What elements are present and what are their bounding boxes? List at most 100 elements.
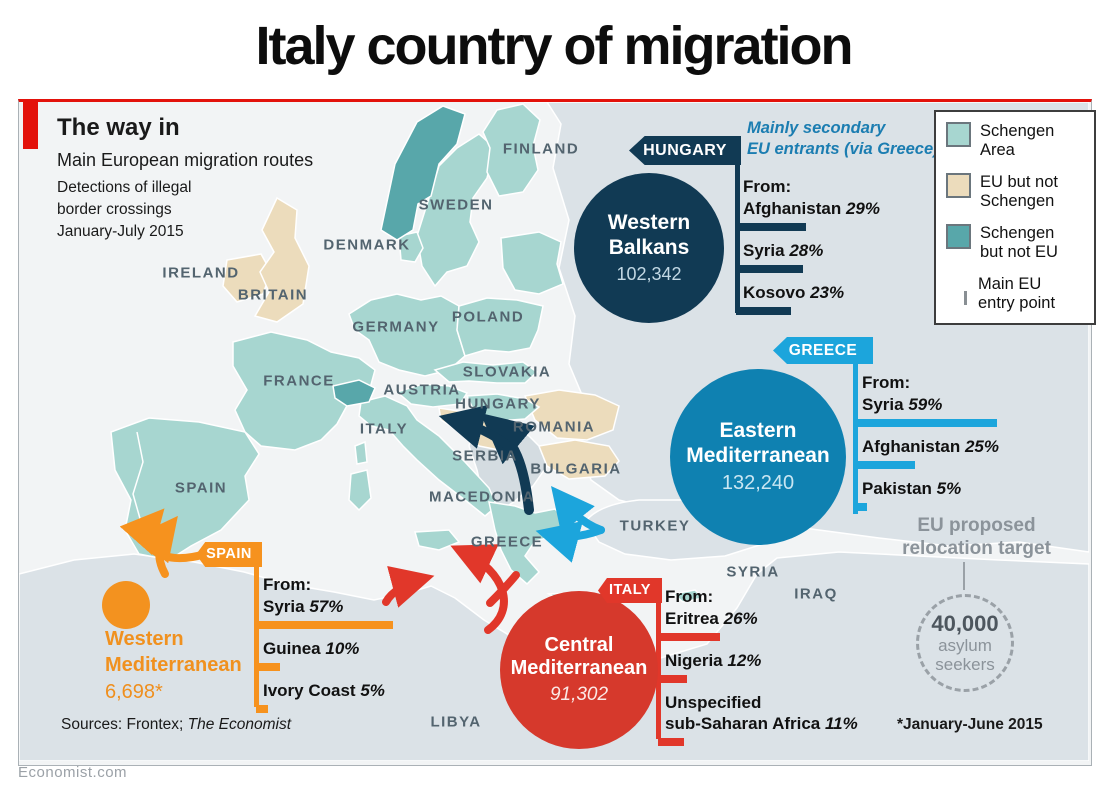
origin-row: Nigeria 12% [658, 650, 858, 683]
panel-note: Detections of illegal border crossings J… [57, 179, 192, 240]
origin-row: Syria 57% [256, 596, 393, 629]
map-label-spain: SPAIN [174, 479, 228, 497]
western-balkans-arrow-main [480, 413, 535, 515]
origin-row: Syria 59% [855, 394, 999, 427]
origin-row: Guinea 10% [256, 638, 393, 671]
footnote: *January-June 2015 [897, 716, 1043, 733]
map-label-italy: ITALY [359, 420, 409, 438]
italy-connector [656, 601, 661, 739]
route-total: 6,698* [105, 681, 163, 703]
map-label-hungary: HUNGARY [455, 395, 541, 413]
central-mediterranean-bubble: Central Mediterranean 91,302 [500, 591, 658, 749]
origin-bar [256, 663, 280, 671]
origin-bar [256, 705, 268, 713]
map-label-poland: POLAND [451, 308, 525, 326]
map-label-turkey: TURKEY [619, 517, 691, 535]
map-label-germany: GERMANY [352, 318, 440, 336]
legend-item-eu-not-schengen: EU but not Schengen [946, 173, 1086, 211]
schengen-swatch-icon [946, 122, 971, 147]
origin-row: Kosovo 23% [736, 282, 880, 315]
route-total: 91,302 [549, 684, 609, 705]
europe-map [19, 102, 1089, 761]
origin-row: Ivory Coast 5% [256, 680, 393, 713]
map-label-syria: SYRIA [726, 563, 780, 581]
entry-tag-hungary: HUNGARY [629, 136, 741, 165]
legend-item-schengen: Schengen Area [946, 122, 1086, 160]
schengen-not-eu-swatch-icon [946, 224, 971, 249]
panel-subheading: Main European migration routes [57, 150, 314, 170]
greece-origin-list: From: Syria 59% Afghanistan 25% Pakistan… [855, 372, 999, 520]
infographic-page: Italy country of migration [0, 4, 1107, 789]
schengen-not-eu-land [332, 105, 466, 407]
origin-bar [736, 223, 806, 231]
route-total: 102,342 [616, 263, 682, 284]
map-label-greece: GREECE [470, 533, 544, 551]
hungary-connector [735, 160, 740, 313]
legend: Schengen Area EU but not Schengen Schengen… [934, 110, 1096, 325]
relocation-target-circle: 40,000 asylum seekers [916, 594, 1014, 692]
origin-bar [658, 738, 685, 746]
migration-arrows [119, 405, 605, 634]
spain-origin-list: From: Syria 57% Guinea 10% Ivory Coast 5… [256, 574, 393, 722]
origin-bar [855, 461, 915, 469]
entry-tag-italy: ITALY [598, 578, 662, 603]
origin-row: Afghanistan 25% [855, 436, 999, 469]
origin-row: Pakistan 5% [855, 478, 999, 511]
western-balkans-bubble: Western Balkans 102,342 [574, 173, 724, 323]
economist-red-tab [23, 102, 38, 149]
origin-row: Afghanistan 29% [736, 198, 880, 231]
origin-bar [855, 503, 867, 511]
eastern-mediterranean-bubble: Eastern Mediterranean 132,240 [670, 369, 846, 545]
map-label-romania: ROMANIA [512, 418, 596, 436]
map-label-sweden: SWEDEN [418, 196, 494, 214]
central-med-arrow-fork [486, 571, 520, 607]
origin-bar [736, 307, 792, 315]
map-label-ireland: IRELAND [162, 264, 240, 282]
spain-connector [254, 565, 259, 707]
page-title: Italy country of migration [255, 16, 853, 76]
western-mediterranean-bubble [102, 581, 150, 629]
italy-origin-list: From: Eritrea 26% Nigeria 12% Unspecifie… [658, 586, 858, 755]
map-label-libya: LIBYA [430, 713, 482, 731]
border-line [132, 431, 144, 523]
eu-not-schengen-swatch-icon [946, 173, 971, 198]
origin-row: Unspecified sub-Saharan Africa 11% [658, 692, 858, 746]
sources-line: Sources: Frontex; The Economist [61, 716, 292, 733]
entry-tag-greece: GREECE [773, 337, 873, 364]
map-label-bulgaria: BULGARIA [530, 460, 622, 478]
map-label-france: FRANCE [263, 372, 335, 390]
map-label-finland: FINLAND [502, 140, 580, 158]
greece-connector [853, 362, 858, 514]
route-total: 132,240 [721, 471, 795, 494]
relocation-connector [963, 562, 965, 590]
panel-heading: The way in [57, 114, 180, 141]
eastern-med-arrow-greece [535, 520, 605, 563]
origin-bar [736, 265, 804, 273]
western-balkans-arrow-branch [438, 405, 516, 453]
central-med-arrow-left [382, 565, 435, 608]
origin-bar [658, 675, 687, 683]
map-label-macedonia: MACEDONIA [429, 488, 535, 506]
map-label-iraq: IRAQ [794, 585, 838, 603]
route-name: Central Mediterranean [510, 634, 648, 679]
map-label-denmark: DENMARK [323, 236, 411, 254]
panel-header: The way in Main European migration route… [57, 114, 313, 243]
western-med-arrow-fork [134, 515, 178, 578]
economist-com-credit: Economist.com [18, 764, 128, 781]
map-label-austria: AUSTRIA [383, 381, 461, 399]
map-label-slovakia: SLOVAKIA [462, 363, 552, 381]
origin-bar [658, 633, 721, 641]
entry-point-arrow-icon [946, 275, 972, 305]
route-name: Eastern Mediterranean [686, 419, 830, 467]
route-name: Western Balkans [607, 211, 691, 259]
western-mediterranean-label: Western Mediterranean 6,698* [105, 628, 242, 703]
origin-row: Syria 28% [736, 240, 880, 273]
origin-bar [256, 621, 393, 629]
legend-item-schengen-not-eu: Schengen but not EU [946, 224, 1086, 262]
map-panel: The way in Main European migration route… [18, 99, 1096, 766]
entry-tag-spain: SPAIN [196, 542, 262, 567]
origin-bar [855, 419, 997, 427]
relocation-value: 40,000 [931, 611, 999, 636]
hungary-note: Mainly secondary EU entrants (via Greece) [747, 119, 939, 158]
legend-item-entry-point: Main EU entry point [946, 275, 1086, 313]
